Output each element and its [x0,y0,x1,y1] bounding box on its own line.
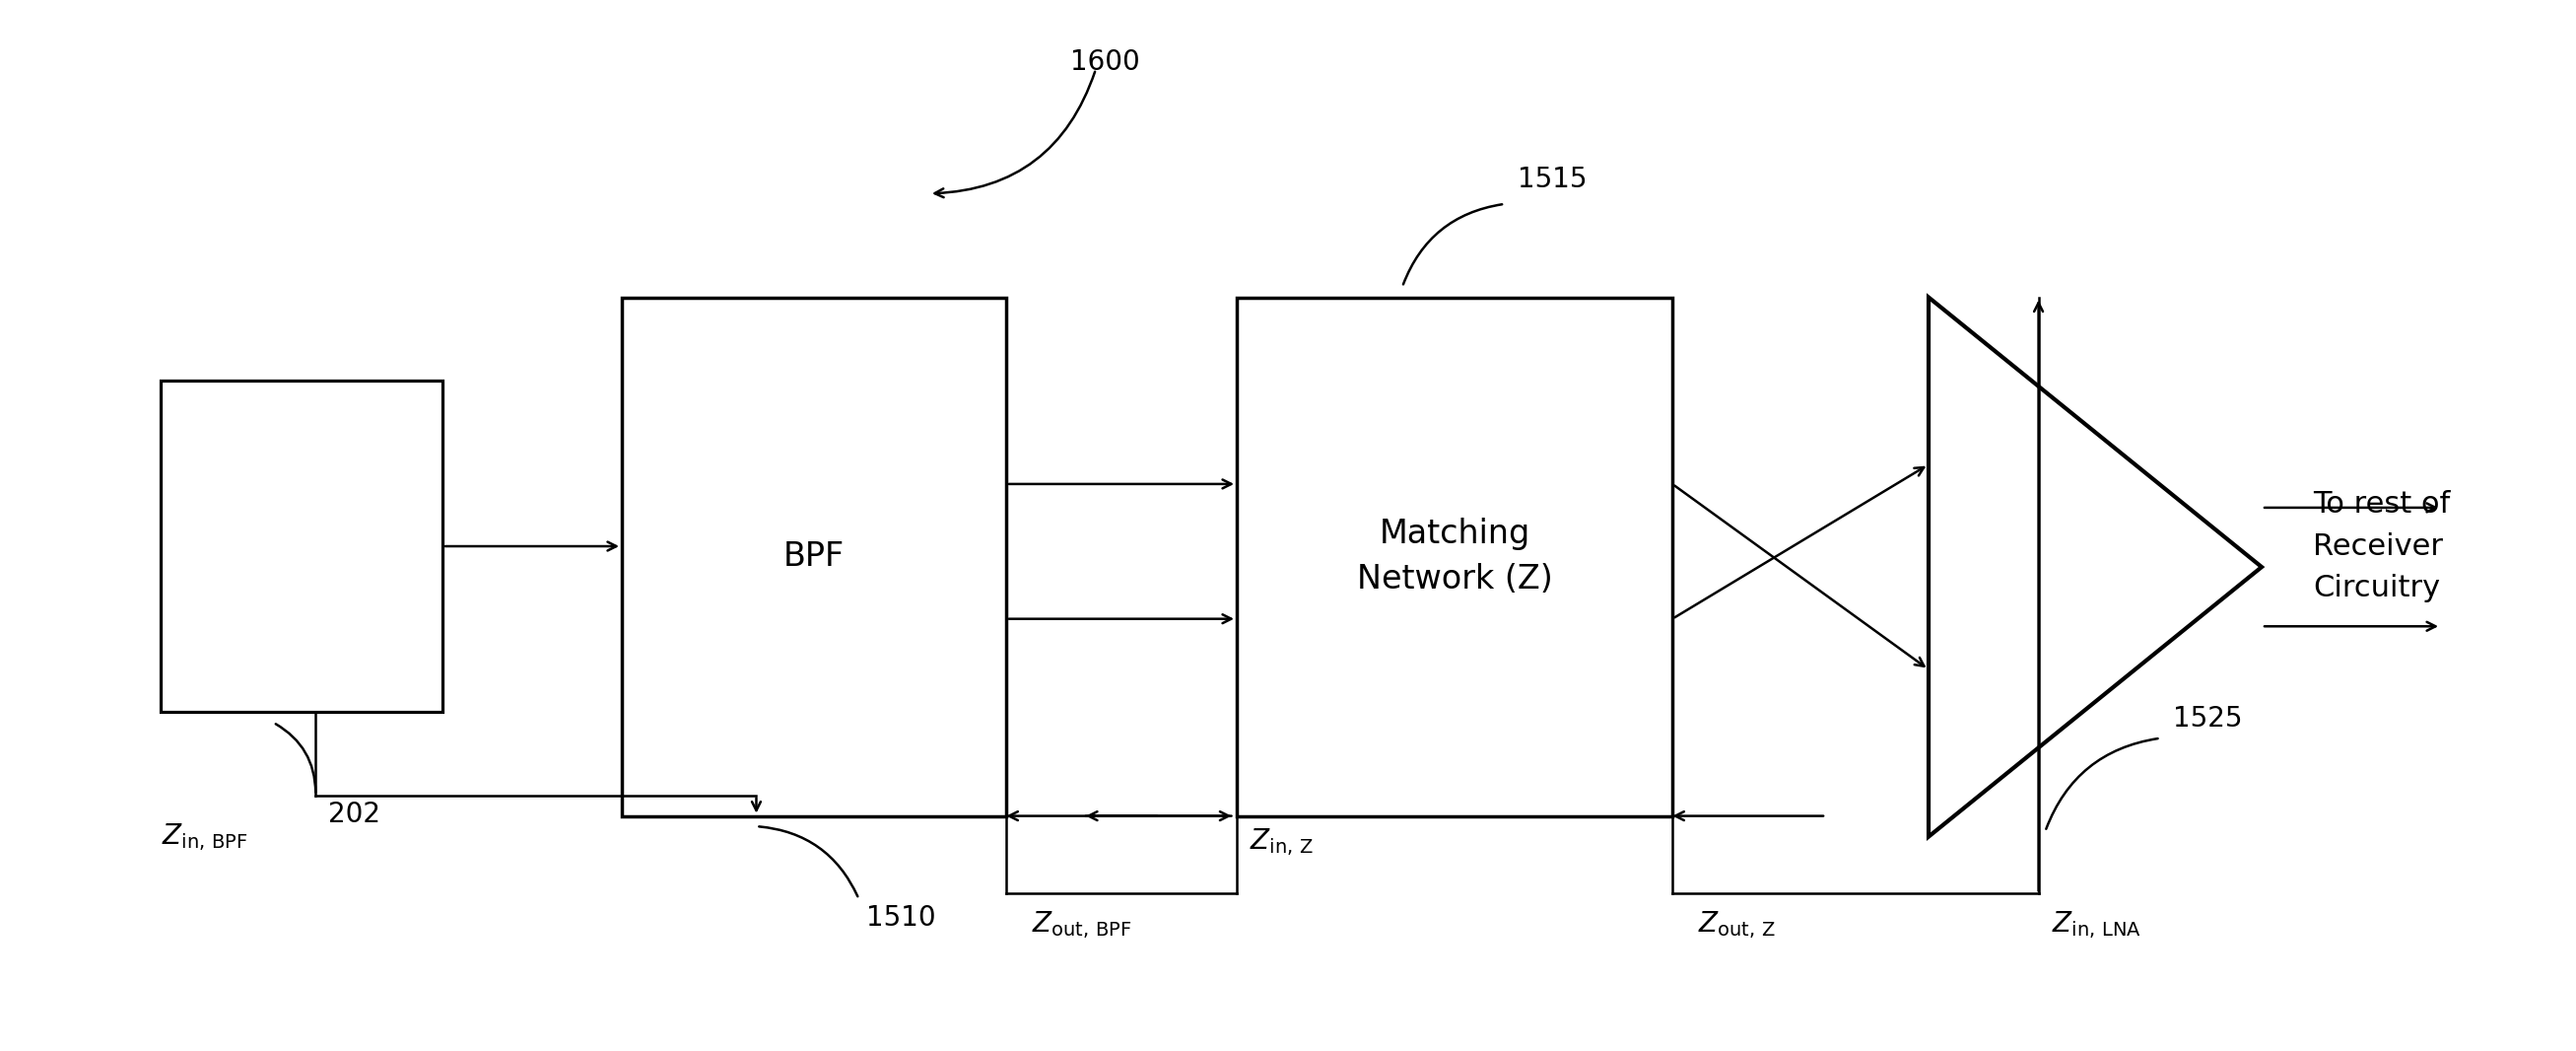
Bar [621,297,1007,816]
Text: $Z_{\rm out,\,Z}$: $Z_{\rm out,\,Z}$ [1698,909,1775,941]
Text: 202: 202 [327,801,381,828]
Text: Matching
Network (Z): Matching Network (Z) [1358,518,1553,596]
Text: 1510: 1510 [866,904,935,932]
Text: To rest of
Receiver
Circuitry: To rest of Receiver Circuitry [2313,490,2450,602]
Text: 1515: 1515 [1517,166,1587,193]
Text: 1525: 1525 [2174,705,2244,733]
Text: 1600: 1600 [1069,48,1141,76]
Text: $Z_{\rm in,\,LNA}$: $Z_{\rm in,\,LNA}$ [2050,909,2141,941]
Bar [1236,297,1672,816]
Text: $Z_{\rm in,\,Z}$: $Z_{\rm in,\,Z}$ [1249,826,1314,858]
Polygon shape [1929,297,2262,837]
Bar [160,380,443,713]
Text: $Z_{\rm in,\,BPF}$: $Z_{\rm in,\,BPF}$ [162,821,247,852]
Text: $Z_{\rm out,\,BPF}$: $Z_{\rm out,\,BPF}$ [1033,909,1131,941]
Text: BPF: BPF [783,540,845,573]
